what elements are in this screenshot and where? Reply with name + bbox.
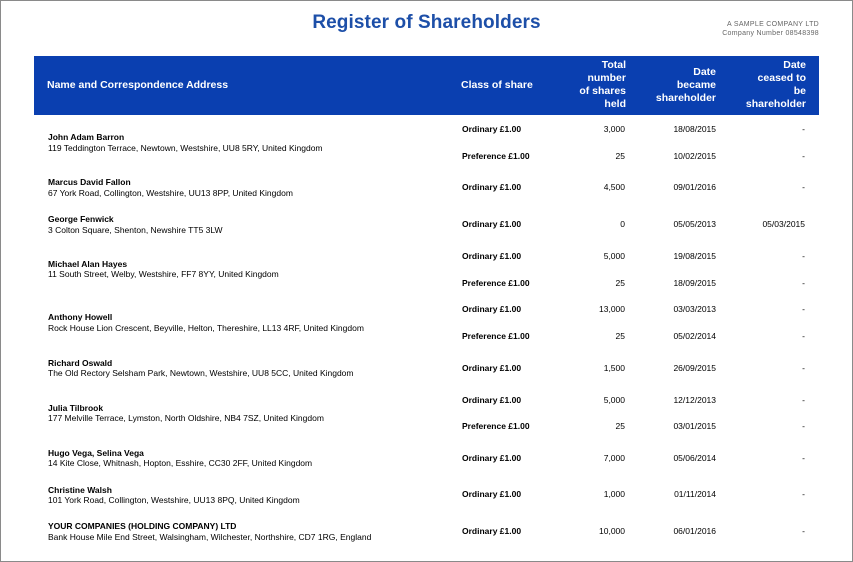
shares-total: 25 [615, 421, 625, 431]
date-became: 05/06/2014 [673, 453, 716, 463]
date-ceased: - [802, 395, 805, 405]
shareholder-name: John Adam Barron [48, 132, 125, 142]
header-ceased: Date ceased to be shareholder [746, 59, 806, 111]
shareholder-address: 14 Kite Close, Whitnash, Hopton, Esshire… [48, 458, 313, 468]
shareholder-name: Marcus David Fallon [48, 177, 131, 187]
shareholder-address: 119 Teddington Terrace, Newtown, Westshi… [48, 143, 323, 153]
date-ceased: - [802, 278, 805, 288]
shares-total: 25 [615, 278, 625, 288]
header-total-line: of shares [579, 85, 626, 97]
share-class: Ordinary £1.00 [462, 453, 522, 463]
shares-total: 7,000 [603, 453, 625, 463]
shareholder-name: Christine Walsh [48, 485, 112, 495]
date-ceased: 05/03/2015 [762, 219, 805, 229]
shareholder-name: Michael Alan Hayes [48, 259, 128, 269]
header-became: Date became shareholder [656, 66, 716, 105]
shares-total: 1,000 [603, 489, 625, 499]
header-class: Class of share [461, 79, 533, 91]
share-class: Ordinary £1.00 [462, 251, 522, 261]
header-became-line: shareholder [655, 92, 716, 104]
company-number: Company Number 08548398 [722, 30, 819, 37]
share-class: Ordinary £1.00 [462, 304, 522, 314]
shareholder-address: 3 Colton Square, Shenton, Newshire TT5 3… [48, 225, 223, 235]
page-title: Register of Shareholders [312, 12, 541, 33]
date-became: 01/11/2014 [674, 489, 716, 499]
date-ceased: - [802, 526, 805, 536]
shares-total: 1,500 [603, 363, 625, 373]
share-class: Ordinary £1.00 [462, 526, 522, 536]
share-class: Preference £1.00 [462, 278, 530, 288]
date-ceased: - [802, 182, 805, 192]
date-ceased: - [802, 453, 805, 463]
company-name: A SAMPLE COMPANY LTD [727, 21, 819, 28]
header-total: Total number of shares held [579, 59, 626, 111]
date-ceased: - [802, 151, 805, 161]
date-ceased: - [802, 363, 805, 373]
date-became: 06/01/2016 [673, 526, 716, 536]
header-total-line: held [604, 98, 626, 110]
header-total-line: Total [601, 59, 626, 71]
shares-total: 25 [615, 151, 625, 161]
company-info: A SAMPLE COMPANY LTD Company Number 0854… [722, 20, 819, 38]
shareholder-address: Rock House Lion Crescent, Beyville, Helt… [48, 323, 364, 333]
date-became: 03/03/2013 [673, 304, 716, 314]
table-header: Name and Correspondence Address Class of… [34, 56, 819, 115]
header-total-line: number [587, 72, 626, 84]
shares-total: 13,000 [599, 304, 625, 314]
shares-total: 4,500 [603, 182, 625, 192]
date-ceased: - [802, 331, 805, 341]
date-became: 10/02/2015 [673, 151, 716, 161]
shares-total: 5,000 [603, 395, 625, 405]
header-ceased-line: be [793, 85, 806, 97]
shareholder-address: 101 York Road, Collington, Westshire, UU… [48, 495, 300, 505]
date-became: 03/01/2015 [673, 421, 716, 431]
header-ceased-line: Date [783, 59, 806, 71]
shareholder-name: Richard Oswald [48, 358, 113, 368]
share-class: Ordinary £1.00 [462, 219, 522, 229]
date-became: 09/01/2016 [673, 182, 716, 192]
date-became: 18/09/2015 [673, 278, 716, 288]
date-ceased: - [802, 304, 805, 314]
header-name: Name and Correspondence Address [47, 79, 229, 91]
header-became-line: became [676, 79, 716, 91]
shares-total: 25 [615, 331, 625, 341]
header-ceased-line: ceased to [757, 72, 806, 84]
date-became: 26/09/2015 [673, 363, 716, 373]
date-ceased: - [802, 251, 805, 261]
shares-total: 0 [620, 219, 625, 229]
share-class: Ordinary £1.00 [462, 182, 522, 192]
shareholder-name: Julia Tilbrook [48, 403, 104, 413]
date-ceased: - [802, 124, 805, 134]
date-became: 05/02/2014 [673, 331, 716, 341]
shareholder-address: 177 Melville Terrace, Lymston, North Old… [48, 413, 324, 423]
share-class: Ordinary £1.00 [462, 124, 522, 134]
shareholder-name: Hugo Vega, Selina Vega [48, 448, 144, 458]
shares-total: 10,000 [599, 526, 625, 536]
share-class: Ordinary £1.00 [462, 395, 522, 405]
header-ceased-line: shareholder [745, 98, 806, 110]
shares-total: 3,000 [603, 124, 625, 134]
share-class: Preference £1.00 [462, 331, 530, 341]
share-class: Ordinary £1.00 [462, 489, 522, 499]
shareholder-name: YOUR COMPANIES (HOLDING COMPANY) LTD [48, 521, 237, 531]
shareholder-name: George Fenwick [48, 214, 114, 224]
share-class: Preference £1.00 [462, 421, 530, 431]
shareholder-address: 67 York Road, Collington, Westshire, UU1… [48, 188, 293, 198]
date-became: 19/08/2015 [673, 251, 716, 261]
date-became: 18/08/2015 [673, 124, 716, 134]
date-became: 05/05/2013 [673, 219, 716, 229]
shareholder-address: Bank House Mile End Street, Walsingham, … [48, 532, 372, 542]
date-became: 12/12/2013 [673, 395, 716, 405]
date-ceased: - [802, 489, 805, 499]
shares-total: 5,000 [603, 251, 625, 261]
date-ceased: - [802, 421, 805, 431]
shareholder-address: 11 South Street, Welby, Westshire, FF7 8… [48, 269, 279, 279]
shareholder-name: Anthony Howell [48, 312, 113, 322]
share-class: Preference £1.00 [462, 151, 530, 161]
shareholder-address: The Old Rectory Selsham Park, Newtown, W… [48, 368, 354, 378]
share-class: Ordinary £1.00 [462, 363, 522, 373]
header-became-line: Date [693, 66, 716, 78]
